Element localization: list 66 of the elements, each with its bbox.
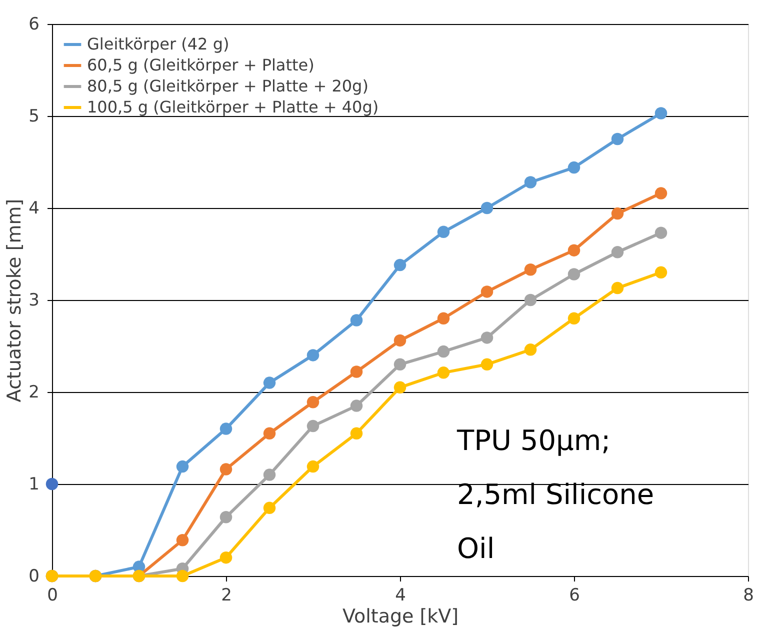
point — [263, 376, 276, 389]
point — [611, 132, 624, 146]
point — [524, 294, 537, 306]
y-tick-label: 0 — [28, 566, 40, 586]
point — [437, 366, 450, 379]
legend-label: 60,5 g (Gleitkörper + Platte) — [87, 56, 314, 74]
point — [46, 478, 58, 490]
point — [611, 207, 624, 220]
point — [263, 502, 276, 514]
x-tick-label: 4 — [395, 586, 406, 606]
point — [611, 246, 624, 258]
point — [350, 427, 363, 440]
point — [524, 344, 537, 356]
point — [306, 420, 320, 432]
point — [350, 314, 363, 326]
point — [394, 358, 406, 371]
point — [220, 511, 232, 524]
point — [568, 244, 580, 256]
point — [654, 107, 668, 120]
point — [568, 268, 580, 280]
point — [480, 332, 494, 344]
point — [437, 345, 450, 358]
y-axis-title: Actuator stroke [mm] — [4, 198, 26, 402]
y-tick-label: 1 — [28, 474, 40, 494]
point — [263, 427, 276, 440]
point — [306, 349, 320, 362]
legend-label: 80,5 g (Gleitkörper + Platte + 20g) — [87, 76, 368, 96]
point — [394, 334, 406, 347]
point — [524, 264, 537, 276]
point — [480, 358, 494, 371]
y-tick-label: 2 — [28, 382, 40, 402]
point — [611, 282, 624, 294]
x-tick-label: 8 — [743, 586, 754, 606]
point — [220, 551, 232, 564]
point — [220, 422, 232, 435]
x-tick-label: 0 — [47, 586, 58, 606]
point — [394, 381, 406, 394]
y-tick-label: 6 — [28, 14, 40, 34]
legend-label: Gleitkörper (42 g) — [87, 34, 230, 54]
x-tick-label: 6 — [569, 586, 580, 606]
point — [220, 463, 232, 476]
point — [350, 400, 363, 412]
point — [306, 460, 320, 473]
point — [394, 258, 406, 272]
point — [306, 396, 320, 408]
point — [568, 161, 580, 174]
y-tick-label: 4 — [28, 198, 40, 218]
x-axis-title: Voltage [kV] — [342, 606, 459, 628]
point — [263, 468, 276, 481]
point — [480, 202, 494, 214]
point — [568, 312, 580, 325]
point — [654, 226, 668, 239]
point — [524, 176, 537, 188]
point — [654, 187, 668, 200]
point — [480, 286, 494, 298]
point — [654, 266, 668, 279]
point — [176, 460, 189, 473]
legend-label: 100,5 g (Gleitkörper + Platte + 40g) — [87, 98, 379, 116]
point — [437, 312, 450, 325]
y-tick-label: 3 — [28, 290, 40, 310]
point — [176, 570, 189, 582]
x-tick-label: 2 — [221, 586, 232, 606]
point — [350, 366, 363, 378]
y-tick-label: 5 — [28, 106, 40, 126]
point — [176, 534, 189, 546]
point — [437, 226, 450, 238]
